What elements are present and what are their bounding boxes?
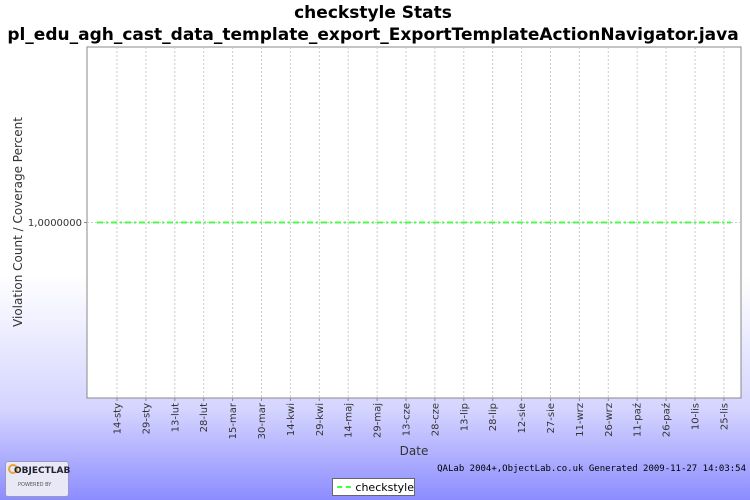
- y-tick-label: 1,0000000: [28, 218, 82, 229]
- x-tick-label: 26-wrz: [604, 403, 615, 437]
- x-tick-label: 29-sty: [141, 403, 152, 434]
- y-axis-label: Violation Count / Coverage Percent: [11, 117, 25, 327]
- x-tick-label: 14-sty: [113, 403, 124, 434]
- x-tick-label: 28-lut: [199, 403, 210, 432]
- x-tick-label: 30-mar: [257, 402, 268, 439]
- x-tick-label: 28-lip: [488, 403, 499, 431]
- x-tick-label: 15-mar: [228, 402, 239, 439]
- x-tick-label: 12-sie: [517, 403, 528, 433]
- x-tick-label: 10-lis: [691, 403, 702, 430]
- x-tick-label: 13-lip: [459, 403, 470, 431]
- chart-title: checkstyle Stats: [294, 3, 452, 23]
- x-tick-label: 26-paź: [661, 403, 673, 437]
- x-tick-label: 11-wrz: [575, 403, 586, 437]
- chart-subtitle: pl_edu_agh_cast_data_template_export_Exp…: [7, 25, 738, 45]
- grid-lines: [87, 47, 741, 398]
- x-tick-label: 14-maj: [344, 403, 355, 438]
- footer-generated-text: QALab 2004+,ObjectLab.co.uk Generated 20…: [437, 464, 746, 474]
- x-tick-label: 25-lis: [719, 403, 730, 430]
- y-axis-ticks: 1,0000000: [28, 218, 87, 229]
- x-tick-label: 13-cze: [402, 403, 413, 436]
- x-axis-ticks: 14-sty 29-sty 13-lut 28-lut 15-mar 30-mar 14-k…: [113, 398, 730, 439]
- legend: checkstyle: [332, 478, 415, 496]
- x-tick-label: 13-lut: [170, 403, 181, 432]
- x-tick-label: 29-maj: [373, 403, 384, 438]
- logo-text: OBJECTLAB: [14, 466, 71, 476]
- x-tick-label: 29-kwi: [315, 403, 326, 436]
- x-tick-label: 28-cze: [430, 403, 441, 436]
- x-tick-label: 27-sie: [546, 403, 557, 433]
- x-axis-label: Date: [400, 444, 429, 458]
- legend-swatch: [337, 486, 352, 488]
- logo-subtext: POWERED BY: [18, 482, 52, 488]
- x-tick-label: 11-paź: [632, 403, 644, 437]
- legend-label: checkstyle: [355, 480, 414, 494]
- x-tick-label: 14-kwi: [286, 403, 297, 436]
- objectlab-logo: OBJECTLAB POWERED BY: [5, 461, 71, 497]
- logo-circle-icon: [8, 464, 18, 474]
